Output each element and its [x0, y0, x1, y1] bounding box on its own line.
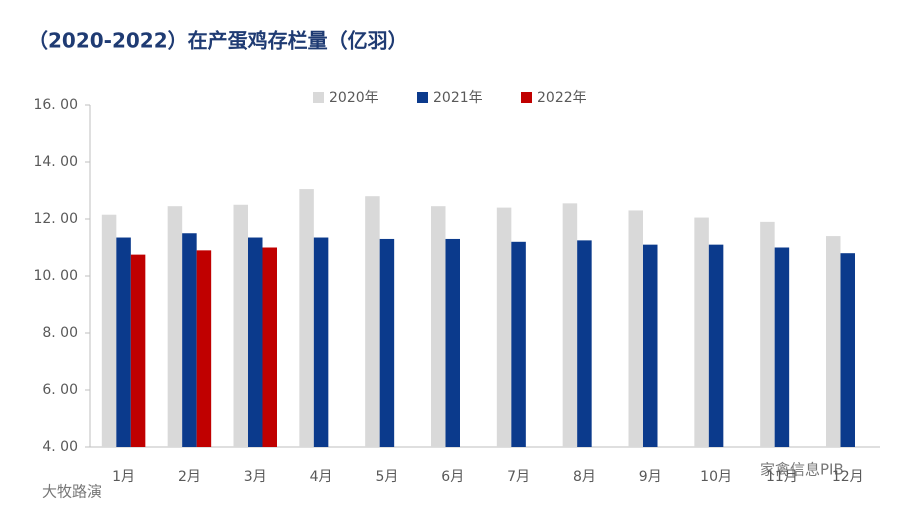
- y-tick-label: 4. 00: [42, 439, 78, 455]
- x-tick-label: 12月: [832, 469, 864, 485]
- bar: [233, 204, 248, 447]
- x-tick-label: 10月: [700, 469, 732, 485]
- x-tick-label: 3月: [244, 469, 267, 485]
- y-tick-label: 16. 00: [33, 97, 78, 113]
- bar: [248, 237, 263, 447]
- bar: [577, 240, 592, 447]
- bar: [496, 207, 512, 447]
- legend-swatch: [521, 92, 532, 103]
- legend-label: 2020年: [329, 90, 379, 106]
- chart-title: （2020-2022）在产蛋鸡存栏量（亿羽）: [28, 29, 408, 53]
- bar: [313, 237, 329, 447]
- bar: [116, 237, 131, 447]
- bar: [262, 247, 277, 447]
- bar: [365, 196, 380, 447]
- bar: [299, 189, 314, 447]
- y-tick-label: 10. 00: [33, 268, 78, 284]
- bar: [182, 233, 197, 447]
- x-tick-label: 1月: [112, 469, 135, 485]
- y-tick-label: 14. 00: [33, 154, 78, 170]
- legend-label: 2022年: [537, 90, 587, 106]
- bar: [431, 206, 446, 447]
- bar: [130, 254, 146, 447]
- bar: [774, 247, 790, 447]
- x-tick-label: 2月: [178, 469, 201, 485]
- bar: [643, 244, 658, 447]
- x-tick-label: 4月: [310, 469, 333, 485]
- bar: [379, 238, 395, 447]
- bar: [511, 241, 526, 447]
- bar: [694, 217, 709, 447]
- legend-swatch: [417, 92, 428, 103]
- bar: [167, 206, 183, 447]
- bar: [826, 236, 841, 447]
- y-tick-label: 6. 00: [42, 382, 78, 398]
- bar: [840, 253, 855, 447]
- x-tick-label: 11月: [766, 469, 798, 485]
- x-tick-label: 8月: [573, 469, 596, 485]
- watermark: 家禽信息PIB: [760, 461, 844, 479]
- x-tick-label: 5月: [375, 469, 398, 485]
- bar: [196, 250, 212, 447]
- x-tick-label: 9月: [639, 469, 662, 485]
- legend-swatch: [313, 92, 324, 103]
- legend-label: 2021年: [433, 90, 483, 106]
- x-tick-label: 7月: [507, 469, 530, 485]
- y-tick-label: 12. 00: [33, 211, 78, 227]
- bar: [760, 221, 775, 447]
- bar: [101, 214, 117, 447]
- bar: [562, 203, 578, 447]
- y-tick-label: 8. 00: [42, 325, 78, 341]
- bar: [708, 244, 724, 447]
- bar: [445, 238, 460, 447]
- watermark: 大牧路演: [42, 483, 102, 501]
- x-tick-label: 6月: [441, 469, 464, 485]
- bar: [628, 210, 643, 447]
